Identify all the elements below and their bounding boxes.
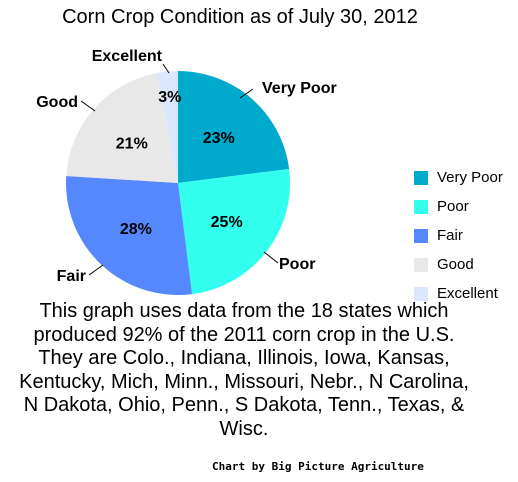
category-label-very-poor: Very Poor: [262, 80, 337, 97]
legend-swatch-very-poor: [414, 170, 428, 185]
legend-item-very-poor: Very Poor: [414, 163, 503, 192]
leader-line-excellent: [162, 63, 170, 74]
chart-credit: Chart by Big Picture Agriculture: [212, 460, 424, 473]
pie-slice-very-poor: [178, 71, 290, 183]
pie-slice-excellent: [157, 71, 178, 183]
pie-slice-good: [66, 72, 178, 183]
category-label-good: Good: [36, 94, 78, 111]
legend-label-very-poor: Very Poor: [437, 169, 503, 186]
category-label-fair: Fair: [57, 268, 86, 285]
legend-item-good: Good: [414, 250, 503, 279]
category-label-excellent: Excellent: [92, 48, 163, 65]
legend-item-poor: Poor: [414, 192, 503, 221]
legend-label-fair: Fair: [437, 227, 463, 244]
chart-caption: This graph uses data from the 18 states …: [19, 300, 469, 440]
legend-item-excellent: Excellent: [414, 279, 503, 308]
legend-item-fair: Fair: [414, 221, 503, 250]
category-label-poor: Poor: [279, 256, 315, 273]
data-label-fair: 28%: [120, 221, 152, 238]
legend-label-poor: Poor: [437, 198, 469, 215]
pie-slice-poor: [178, 168, 290, 295]
legend-label-good: Good: [437, 256, 474, 273]
leader-line-fair: [88, 264, 104, 276]
leader-line-good: [80, 100, 96, 112]
data-label-good: 21%: [116, 135, 148, 152]
legend: Very Poor Poor Fair Good Excellent: [414, 163, 503, 308]
leader-line-poor: [263, 251, 279, 264]
leader-line-very-poor: [239, 88, 254, 99]
data-label-poor: 25%: [211, 214, 243, 231]
pie-slice-fair: [66, 175, 193, 295]
legend-swatch-fair: [414, 228, 428, 243]
chart-title: Corn Crop Condition as of July 30, 2012: [62, 6, 418, 28]
data-label-very-poor: 23%: [203, 130, 235, 147]
legend-swatch-good: [414, 257, 428, 272]
data-label-excellent: 3%: [158, 89, 181, 106]
legend-swatch-poor: [414, 199, 428, 214]
legend-label-excellent: Excellent: [437, 285, 498, 302]
legend-swatch-excellent: [414, 286, 428, 301]
